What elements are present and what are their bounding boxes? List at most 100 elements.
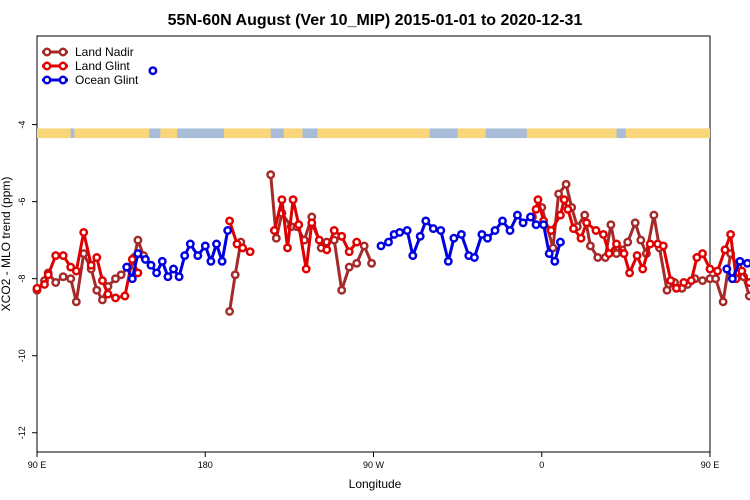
legend-label: Ocean Glint (75, 73, 139, 87)
data-point (585, 241, 595, 251)
data-point (337, 231, 347, 241)
data-point (223, 226, 233, 235)
data-point (735, 256, 745, 266)
data-point (200, 241, 210, 251)
data-point (71, 297, 81, 307)
data-point (352, 237, 362, 247)
data-point (638, 264, 648, 274)
data-point (92, 285, 102, 295)
y-axis-label: XCO2 - MLO trend (ppm) (0, 177, 13, 312)
data-point (720, 245, 730, 255)
data-point (539, 220, 549, 230)
data-point (111, 293, 120, 303)
data-point (122, 262, 132, 272)
data-point (666, 276, 676, 286)
data-point (550, 256, 560, 266)
series-ocean-glint (122, 66, 750, 284)
data-point (66, 262, 76, 272)
land-band-segment (223, 128, 271, 139)
data-point (238, 243, 248, 253)
x-tick-label: 90 W (363, 460, 385, 470)
data-point (554, 189, 564, 199)
data-point (111, 274, 120, 284)
data-point (103, 289, 113, 299)
data-point (288, 195, 298, 205)
data-point (727, 274, 737, 284)
data-point (544, 249, 554, 259)
land-band-segment (317, 128, 430, 139)
series-land-glint (32, 195, 750, 303)
data-point (92, 253, 102, 262)
data-point (645, 239, 655, 249)
legend-marker (42, 61, 52, 71)
data-point (711, 274, 721, 284)
data-point (692, 253, 702, 262)
data-point (576, 233, 586, 243)
data-point (157, 256, 167, 266)
data-point (449, 233, 459, 243)
data-point (232, 239, 242, 249)
data-point (408, 251, 418, 261)
data-point (555, 237, 565, 247)
data-point (498, 216, 507, 226)
legend-marker (58, 61, 68, 71)
data-point (212, 239, 221, 249)
data-point (384, 237, 393, 247)
data-point (428, 224, 438, 234)
x-tick-label: 180 (198, 460, 213, 470)
data-point (163, 272, 173, 282)
data-point (329, 226, 339, 235)
data-point (86, 260, 96, 270)
data-point (612, 239, 621, 249)
data-point (726, 229, 736, 239)
land-band-segment (160, 128, 178, 139)
data-point (307, 218, 317, 228)
data-point (367, 258, 377, 268)
legend-marker (58, 75, 68, 85)
data-point (686, 276, 696, 286)
data-point (649, 210, 659, 220)
data-point (546, 226, 556, 235)
data-point (591, 226, 601, 235)
data-point (658, 241, 668, 251)
data-point (580, 210, 590, 220)
data-point (421, 216, 431, 226)
data-point (619, 249, 629, 259)
data-point (376, 241, 386, 251)
data-point (337, 285, 347, 295)
data-point (344, 262, 354, 272)
legend-label: Land Glint (75, 59, 130, 73)
data-point (277, 195, 287, 205)
data-point (146, 260, 156, 270)
data-point (174, 272, 184, 282)
data-point (133, 235, 143, 245)
data-point (632, 251, 642, 261)
data-point (443, 256, 453, 266)
data-point (58, 251, 68, 261)
land-band-segment (526, 128, 617, 139)
data-point (722, 264, 732, 274)
data-point (698, 249, 707, 259)
data-point (563, 204, 573, 214)
data-point (43, 270, 53, 280)
data-point (490, 226, 500, 235)
data-point (630, 218, 640, 228)
data-point (606, 220, 616, 230)
data-point (512, 210, 522, 220)
data-point (97, 276, 107, 286)
x-axis-label: Longitude (349, 477, 402, 491)
data-point (671, 283, 681, 293)
land-ocean-mask-band (37, 128, 710, 139)
data-point (271, 233, 281, 243)
data-point (359, 241, 369, 251)
data-point (742, 258, 750, 268)
data-point (352, 258, 362, 268)
data-point (133, 268, 143, 278)
data-point (415, 231, 425, 241)
data-point (66, 274, 76, 284)
data-point (559, 195, 569, 205)
series-line (725, 259, 750, 281)
data-point (127, 274, 137, 284)
